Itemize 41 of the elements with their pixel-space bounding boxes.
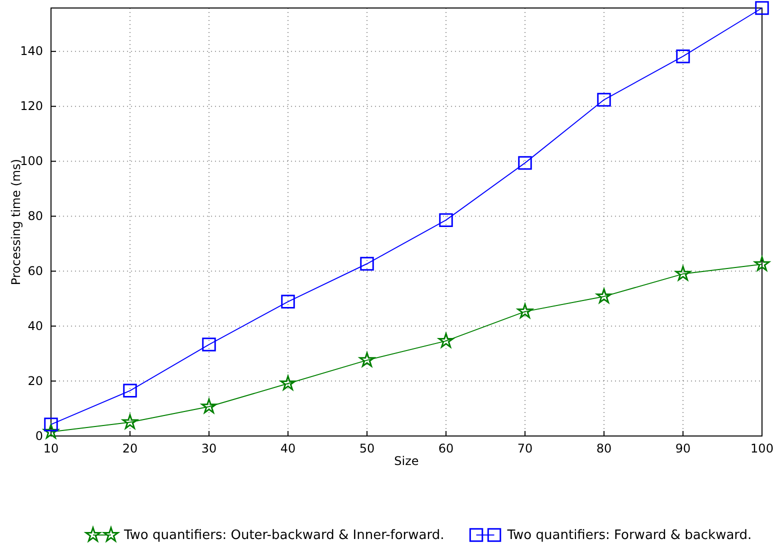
point bbox=[439, 213, 453, 227]
y-tick-label: 40 bbox=[28, 318, 43, 333]
point bbox=[675, 266, 691, 281]
point bbox=[201, 398, 217, 414]
x-tick-label: 100 bbox=[750, 442, 773, 456]
y-tick-label: 20 bbox=[28, 374, 43, 388]
legend-label: Two quantifiers: Outer-backward & Inner-forward. bbox=[123, 528, 444, 543]
point bbox=[438, 332, 454, 348]
point bbox=[123, 384, 137, 398]
point bbox=[676, 49, 690, 64]
point bbox=[596, 288, 612, 304]
x-tick-label: 10 bbox=[43, 442, 59, 456]
y-tick-label: 0 bbox=[35, 428, 43, 443]
x-axis-title: Size bbox=[394, 454, 419, 468]
point bbox=[280, 375, 296, 390]
point bbox=[202, 338, 216, 352]
x-tick-label: 80 bbox=[596, 442, 612, 456]
y-tick-label: 100 bbox=[20, 154, 43, 168]
x-tick-label: 70 bbox=[517, 442, 533, 456]
x-tick-label: 90 bbox=[675, 442, 691, 456]
x-tick-label: 20 bbox=[122, 442, 138, 456]
x-tick-label: 50 bbox=[359, 442, 375, 456]
point bbox=[359, 352, 375, 367]
point bbox=[754, 256, 770, 271]
y-tick-label: 140 bbox=[20, 44, 43, 58]
point bbox=[360, 256, 374, 271]
point bbox=[122, 414, 138, 429]
legend-label: Two quantifiers: Forward & backward. bbox=[506, 528, 752, 543]
y-tick-label: 80 bbox=[28, 209, 43, 224]
y-axis-title: Processing time (ms) bbox=[9, 158, 23, 286]
x-tick-label: 40 bbox=[280, 442, 296, 456]
y-tick-label: 60 bbox=[28, 264, 43, 278]
x-tick-label: 30 bbox=[201, 442, 217, 456]
point bbox=[281, 294, 295, 309]
point bbox=[755, 1, 769, 15]
point bbox=[517, 303, 533, 318]
y-tick-label: 120 bbox=[20, 99, 43, 114]
point bbox=[43, 424, 59, 439]
point bbox=[597, 92, 611, 107]
x-tick-label: 60 bbox=[438, 442, 454, 456]
point bbox=[518, 156, 532, 170]
